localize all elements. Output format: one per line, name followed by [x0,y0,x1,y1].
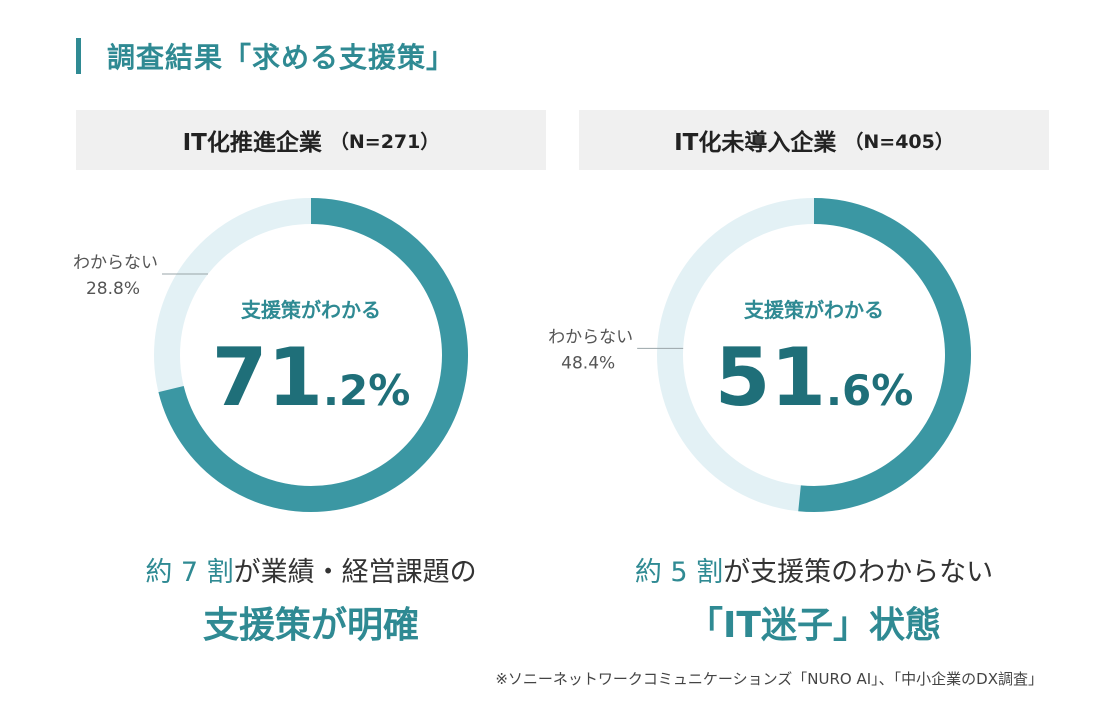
center-value: 51.6% [715,331,914,424]
caption-line-2: 支援策が明確 [202,605,419,646]
caption-line-1: 約 7 割が業績・経営課題の [76,550,546,589]
other-slice-value: 48.4% [561,353,615,373]
caption-emphasis: 約 7 割 [145,557,234,588]
center-label: 支援策がわかる [744,298,884,322]
chart-panel-it-not-introduced: IT化未導入企業 （N=405） わからない 48.4% 支援策がわかる 51.… [548,110,1049,670]
center-value-dec: .6% [826,366,913,415]
source-footnote: ※ソニーネットワークコミュニケーションズ「NURO AI」、「中小企業のDX調査… [495,670,1043,688]
center-value-int: 51 [715,331,826,424]
panel-header-title: IT化未導入企業 [674,130,837,156]
donut-chart: わからない 28.8% 支援策がわかる 71.2% [73,198,468,512]
page-title: 調査結果「求める支援策」 [107,41,456,74]
panel-header-title: IT化推進企業 [182,130,322,156]
caption-line-2: 「IT迷子」状態 [687,605,941,646]
panel-header: IT化未導入企業 （N=405） [579,110,1049,170]
other-slice-value: 28.8% [86,279,140,299]
center-value-dec: .2% [323,366,410,415]
donut-chart: わからない 48.4% 支援策がわかる 51.6% [548,198,971,512]
caption-emphasis: 約 5 割 [634,557,724,588]
donut-slice-understand [798,198,971,512]
other-slice-label: わからない [548,327,633,347]
caption-text: が支援策のわからない [723,557,994,588]
chart-panel-it-promotion: IT化推進企業 （N=271） わからない 28.8% 支援策がわかる 71.2… [73,110,546,670]
sample-size-label: （N=271） [329,130,440,153]
sample-size-label: （N=405） [844,130,954,153]
page-title-wrap: 調査結果「求める支援策」 [76,38,455,74]
caption-text: が業績・経営課題の [233,557,477,588]
donut-slice-understand [158,198,468,512]
center-value: 71.2% [212,331,411,424]
caption-line-1: 約 5 割が支援策のわからない [579,550,1049,589]
other-slice-label: わからない [73,253,158,273]
panel-header: IT化推進企業 （N=271） [76,110,546,170]
title-accent-bar [76,38,81,74]
center-label: 支援策がわかる [241,298,381,322]
center-value-int: 71 [212,331,323,424]
